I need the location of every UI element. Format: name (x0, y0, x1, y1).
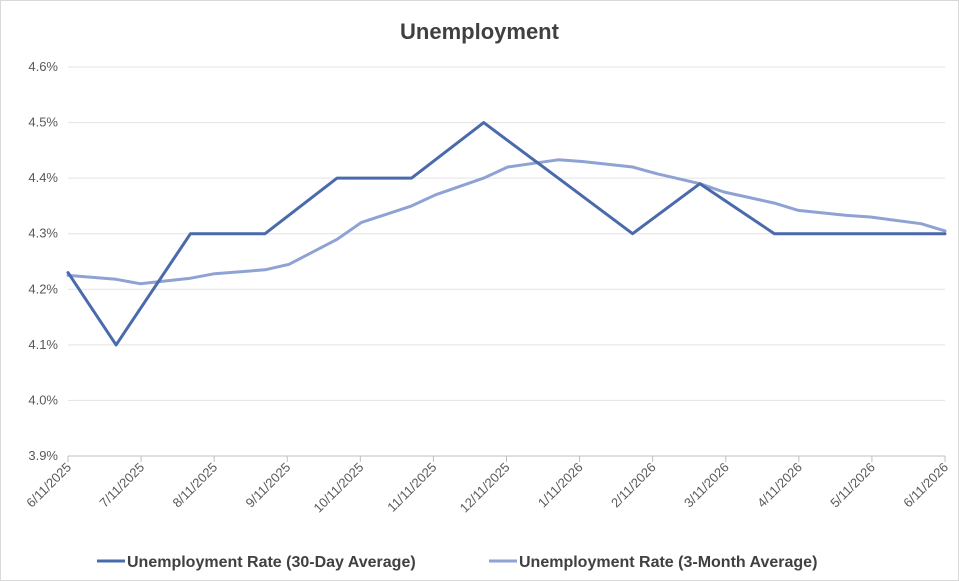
x-tick-label: 6/11/2026 (900, 460, 951, 511)
x-tick-label: 1/11/2026 (535, 460, 586, 511)
y-tick-label: 3.9% (28, 448, 58, 463)
legend: Unemployment Rate (30-Day Average) Unempl… (97, 554, 817, 571)
y-axis-tick-labels: 3.9% 4.0% 4.1% 4.2% 4.3% 4.4% 4.5% 4.6% (28, 59, 58, 463)
chart-title: Unemployment (400, 19, 559, 44)
series-line (66, 121, 947, 347)
x-tick-label: 11/11/2025 (384, 460, 439, 515)
x-tick-label: 5/11/2026 (827, 460, 878, 511)
series-lines (66, 121, 947, 347)
x-tick-label: 4/11/2026 (754, 460, 805, 511)
legend-label: Unemployment Rate (30-Day Average) (127, 554, 416, 571)
y-tick-label: 4.3% (28, 226, 58, 241)
gridlines (68, 66, 945, 457)
x-tick-label: 8/11/2025 (169, 460, 220, 511)
y-tick-label: 4.0% (28, 392, 58, 407)
series-line (66, 158, 947, 286)
x-axis (67, 455, 946, 462)
x-tick-label: 10/11/2025 (311, 460, 367, 516)
x-tick-label: 3/11/2026 (681, 460, 732, 511)
legend-label: Unemployment Rate (3-Month Average) (519, 554, 817, 571)
x-tick-label: 2/11/2026 (608, 460, 659, 511)
y-tick-label: 4.5% (28, 115, 58, 130)
x-tick-label: 9/11/2025 (243, 460, 294, 511)
y-tick-label: 4.2% (28, 281, 58, 296)
x-tick-label: 7/11/2025 (96, 460, 147, 511)
y-tick-label: 4.6% (28, 59, 58, 74)
y-tick-label: 4.1% (28, 337, 58, 352)
x-tick-label: 12/11/2025 (457, 460, 513, 516)
y-tick-label: 4.4% (28, 170, 58, 185)
x-tick-label: 6/11/2025 (23, 460, 74, 511)
x-axis-tick-labels: 6/11/2025 7/11/2025 8/11/2025 9/11/2025 10/1… (23, 460, 951, 516)
